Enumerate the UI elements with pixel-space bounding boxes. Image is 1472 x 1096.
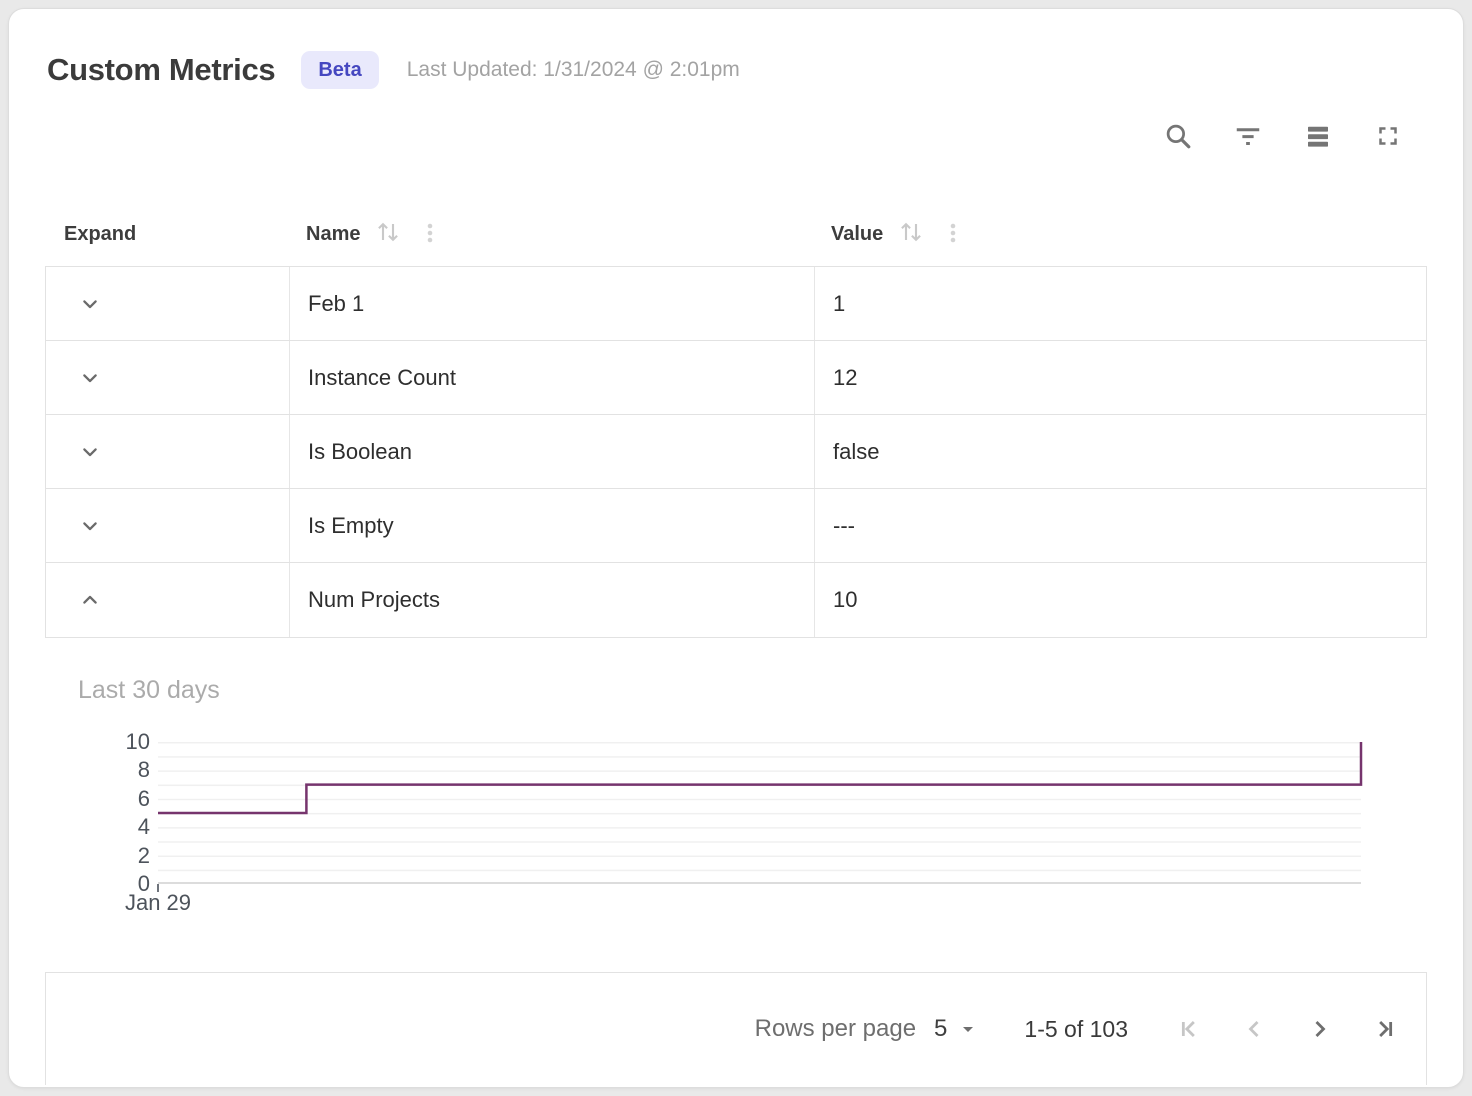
- chart-title: Last 30 days: [78, 676, 220, 704]
- metric-name-cell: Feb 1: [289, 267, 814, 340]
- fullscreen-icon: [1373, 121, 1403, 151]
- chevron-left-icon: [1240, 1015, 1268, 1043]
- kebab-menu-icon: [941, 221, 965, 248]
- page-range-label: 1-5 of 103: [1024, 1015, 1128, 1042]
- column-header-name[interactable]: Name: [288, 219, 813, 251]
- density-icon: [1303, 121, 1333, 151]
- table-header-row: Expand Name Value: [45, 203, 1427, 266]
- column-label: Value: [831, 223, 884, 245]
- table-row: Feb 1 1: [46, 267, 1426, 341]
- metric-value-cell: 12: [814, 341, 1426, 414]
- y-axis-tick-label: 10: [125, 729, 150, 754]
- page-header: Custom Metrics Beta Last Updated: 1/31/2…: [9, 9, 1463, 89]
- x-axis-tick-label: Jan 29: [124, 890, 192, 915]
- metric-name-cell: Instance Count: [289, 341, 814, 414]
- chevron-right-icon: [1306, 1015, 1334, 1043]
- table-row: Num Projects 10: [46, 563, 1426, 637]
- last-page-button[interactable]: [1364, 1007, 1408, 1051]
- chart-line-svg: [158, 742, 1363, 815]
- custom-metrics-card: Custom Metrics Beta Last Updated: 1/31/2…: [8, 8, 1464, 1088]
- last-page-icon: [1372, 1015, 1400, 1043]
- beta-badge: Beta: [301, 51, 379, 89]
- metric-name-cell: Num Projects: [289, 563, 814, 637]
- next-page-button[interactable]: [1298, 1007, 1342, 1051]
- expand-row-button[interactable]: [70, 432, 110, 472]
- fullscreen-button[interactable]: [1365, 113, 1411, 159]
- row-detail-panel: Last 30 days 10 8 6 4 2 0 Jan 29: [45, 638, 1427, 972]
- y-axis-tick-label: 2: [137, 843, 150, 868]
- first-page-icon: [1174, 1015, 1202, 1043]
- table-row: Instance Count 12: [46, 341, 1426, 415]
- rows-per-page-select[interactable]: 5: [934, 1015, 980, 1043]
- metric-name-cell: Is Empty: [289, 489, 814, 562]
- metric-value-cell: ---: [814, 489, 1426, 562]
- expand-row-button[interactable]: [70, 358, 110, 398]
- filter-icon: [1233, 121, 1263, 151]
- y-axis-tick-label: 4: [137, 814, 150, 839]
- y-axis-tick-label: 0: [137, 871, 150, 896]
- y-axis-tick-label: 6: [137, 786, 150, 811]
- sort-arrows-icon[interactable]: [898, 219, 924, 251]
- pagination-bar: Rows per page 5 1-5 of 103: [45, 972, 1427, 1085]
- expand-row-button[interactable]: [70, 284, 110, 324]
- column-menu-button[interactable]: [418, 221, 442, 248]
- first-page-button[interactable]: [1166, 1007, 1210, 1051]
- page-title: Custom Metrics: [47, 52, 276, 87]
- metric-value-cell: 10: [814, 563, 1426, 637]
- chevron-down-icon: [83, 447, 97, 456]
- table-rows: Feb 1 1 Instance Count 12 Is Boolean fal…: [45, 266, 1427, 638]
- metric-value-cell: false: [814, 415, 1426, 488]
- column-header-expand: Expand: [45, 223, 288, 246]
- chart-plot-area: [157, 742, 1363, 892]
- column-header-value[interactable]: Value: [813, 219, 1427, 251]
- last-updated-text: Last Updated: 1/31/2024 @ 2:01pm: [406, 58, 740, 81]
- step-line-series: [158, 742, 1363, 815]
- table-row: Is Boolean false: [46, 415, 1426, 489]
- chevron-down-icon: [83, 299, 97, 308]
- rows-per-page-label: Rows per page: [754, 1015, 917, 1042]
- chevron-up-icon: [83, 595, 97, 604]
- metric-name-cell: Is Boolean: [289, 415, 814, 488]
- chevron-down-icon: [83, 521, 97, 530]
- rows-per-page-value: 5: [934, 1015, 948, 1042]
- kebab-menu-icon: [418, 221, 442, 248]
- x-axis-tick: [157, 884, 159, 892]
- table-row: Is Empty ---: [46, 489, 1426, 563]
- expand-row-button[interactable]: [70, 506, 110, 546]
- pagination-nav: [1166, 1007, 1408, 1051]
- chevron-down-icon: [83, 373, 97, 382]
- previous-page-button[interactable]: [1232, 1007, 1276, 1051]
- filter-button[interactable]: [1225, 113, 1271, 159]
- search-icon: [1163, 121, 1193, 151]
- column-menu-button[interactable]: [941, 221, 965, 248]
- column-label: Name: [306, 223, 361, 245]
- sort-arrows-icon[interactable]: [375, 219, 401, 251]
- density-button[interactable]: [1295, 113, 1341, 159]
- metric-value-cell: 1: [814, 267, 1426, 340]
- x-axis-labels: Jan 29: [125, 888, 1427, 920]
- grid-toolbar: [9, 113, 1463, 159]
- dropdown-arrow-icon: [956, 1017, 980, 1041]
- collapse-row-button[interactable]: [70, 580, 110, 620]
- y-axis-tick-label: 8: [137, 757, 150, 782]
- search-button[interactable]: [1155, 113, 1201, 159]
- column-label: Expand: [64, 223, 137, 245]
- metric-chart: 10 8 6 4 2 0: [45, 729, 1427, 896]
- y-axis-labels: 10 8 6 4 2 0: [45, 729, 158, 896]
